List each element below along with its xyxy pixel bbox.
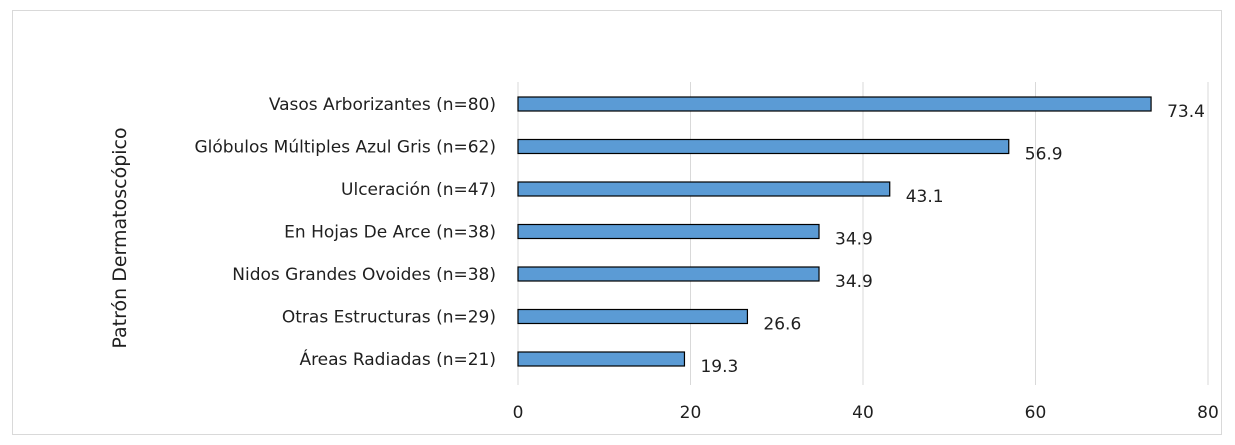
category-labels: Vasos Arborizantes (n=80) Glóbulos Múltip… <box>194 95 496 370</box>
x-tick-label: 0 <box>513 403 524 423</box>
data-label: 73.4 <box>1167 102 1205 122</box>
bar <box>517 138 1010 155</box>
bar <box>517 308 749 325</box>
y-axis-title: Patrón Dermatoscópico <box>109 127 131 348</box>
x-tick-label: 80 <box>1197 403 1219 423</box>
category-label: Otras Estructuras (n=29) <box>282 308 496 328</box>
bar <box>517 266 820 282</box>
x-tick-labels: 0 20 40 60 80 <box>513 403 1219 423</box>
category-label: Glóbulos Múltiples Azul Gris (n=62) <box>194 138 496 158</box>
x-tick-label: 60 <box>1025 403 1047 423</box>
category-label: Nidos Grandes Ovoides (n=38) <box>232 265 496 285</box>
bar <box>517 223 820 240</box>
data-label: 19.3 <box>700 357 738 377</box>
data-label: 34.9 <box>835 230 873 250</box>
data-label: 43.1 <box>906 187 944 207</box>
category-label: Ulceración (n=47) <box>341 180 496 200</box>
category-label: Vasos Arborizantes (n=80) <box>269 95 496 115</box>
category-label: En Hojas De Arce (n=38) <box>284 223 496 243</box>
value-labels: 73.4 56.9 43.1 34.9 34.9 26.6 19.3 <box>700 102 1204 377</box>
bar <box>517 181 891 197</box>
data-label: 56.9 <box>1025 145 1063 165</box>
data-label: 34.9 <box>835 272 873 292</box>
bar <box>517 351 686 367</box>
bar <box>517 96 1152 112</box>
x-tick-label: 40 <box>852 403 874 423</box>
data-label: 26.6 <box>763 315 801 335</box>
bars <box>517 96 1152 367</box>
category-label: Áreas Radiadas (n=21) <box>299 348 496 370</box>
x-tick-label: 20 <box>680 403 702 423</box>
